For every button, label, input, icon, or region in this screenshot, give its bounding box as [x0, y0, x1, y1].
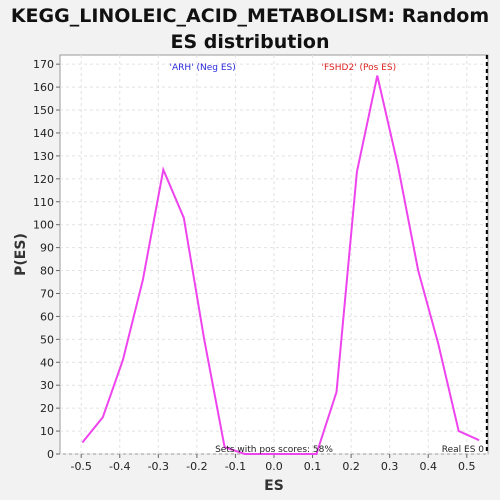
- real-es-annotation: Real ES 0: [442, 445, 485, 455]
- grid-lines: [60, 55, 488, 455]
- y-tick-label: 150: [33, 104, 54, 117]
- y-tick-label: 50: [40, 333, 54, 346]
- x-axis: -0.5 -0.4 -0.3 -0.2 -0.1 0.0 0.1 0.2 0.3 0.4 0.5: [70, 454, 476, 473]
- x-tick-label: 0.3: [381, 460, 399, 473]
- es-distribution-line: [81, 75, 480, 455]
- x-tick-label: 0.5: [458, 460, 476, 473]
- y-tick-label: 10: [40, 425, 54, 438]
- chart-title-line-2: ES distribution: [170, 31, 330, 53]
- y-axis: 0 10 20 30 40 50 60 70 80 90 100 110 120 130 140 150 160…: [33, 58, 60, 461]
- x-tick-label: 0.2: [342, 460, 360, 473]
- y-tick-label: 170: [33, 58, 54, 71]
- y-axis-label: P(ES): [13, 233, 29, 276]
- y-tick-label: 20: [40, 402, 54, 415]
- neg-es-annotation: 'ARH' (Neg ES): [170, 63, 236, 73]
- pos-scores-annotation: Sets with pos scores: 58%: [215, 445, 333, 455]
- x-tick-label: -0.1: [225, 460, 246, 473]
- y-tick-label: 140: [33, 127, 54, 140]
- x-tick-label: 0.1: [304, 460, 322, 473]
- y-tick-label: 30: [40, 379, 54, 392]
- y-tick-label: 0: [47, 448, 54, 461]
- x-tick-label: -0.3: [148, 460, 169, 473]
- x-tick-label: -0.5: [70, 460, 91, 473]
- y-tick-label: 120: [33, 173, 54, 186]
- y-tick-label: 40: [40, 356, 54, 369]
- x-tick-label: 0.4: [419, 460, 437, 473]
- y-tick-label: 100: [33, 219, 54, 232]
- y-tick-label: 110: [33, 196, 54, 209]
- chart-title: KEGG_LINOLEIC_ACID_METABOLISM: Random ES…: [0, 3, 500, 55]
- x-tick-label: -0.2: [186, 460, 207, 473]
- chart-title-line-1: KEGG_LINOLEIC_ACID_METABOLISM: Random: [10, 5, 490, 27]
- y-tick-label: 90: [40, 242, 54, 255]
- y-tick-label: 160: [33, 81, 54, 94]
- x-tick-label: 0.0: [265, 460, 283, 473]
- y-tick-label: 80: [40, 265, 54, 278]
- x-tick-label: -0.4: [109, 460, 130, 473]
- pos-es-annotation: 'FSHD2' (Pos ES): [322, 63, 397, 73]
- y-tick-label: 70: [40, 287, 54, 300]
- x-axis-label: ES: [264, 478, 284, 494]
- y-tick-label: 60: [40, 310, 54, 323]
- y-tick-label: 130: [33, 150, 54, 163]
